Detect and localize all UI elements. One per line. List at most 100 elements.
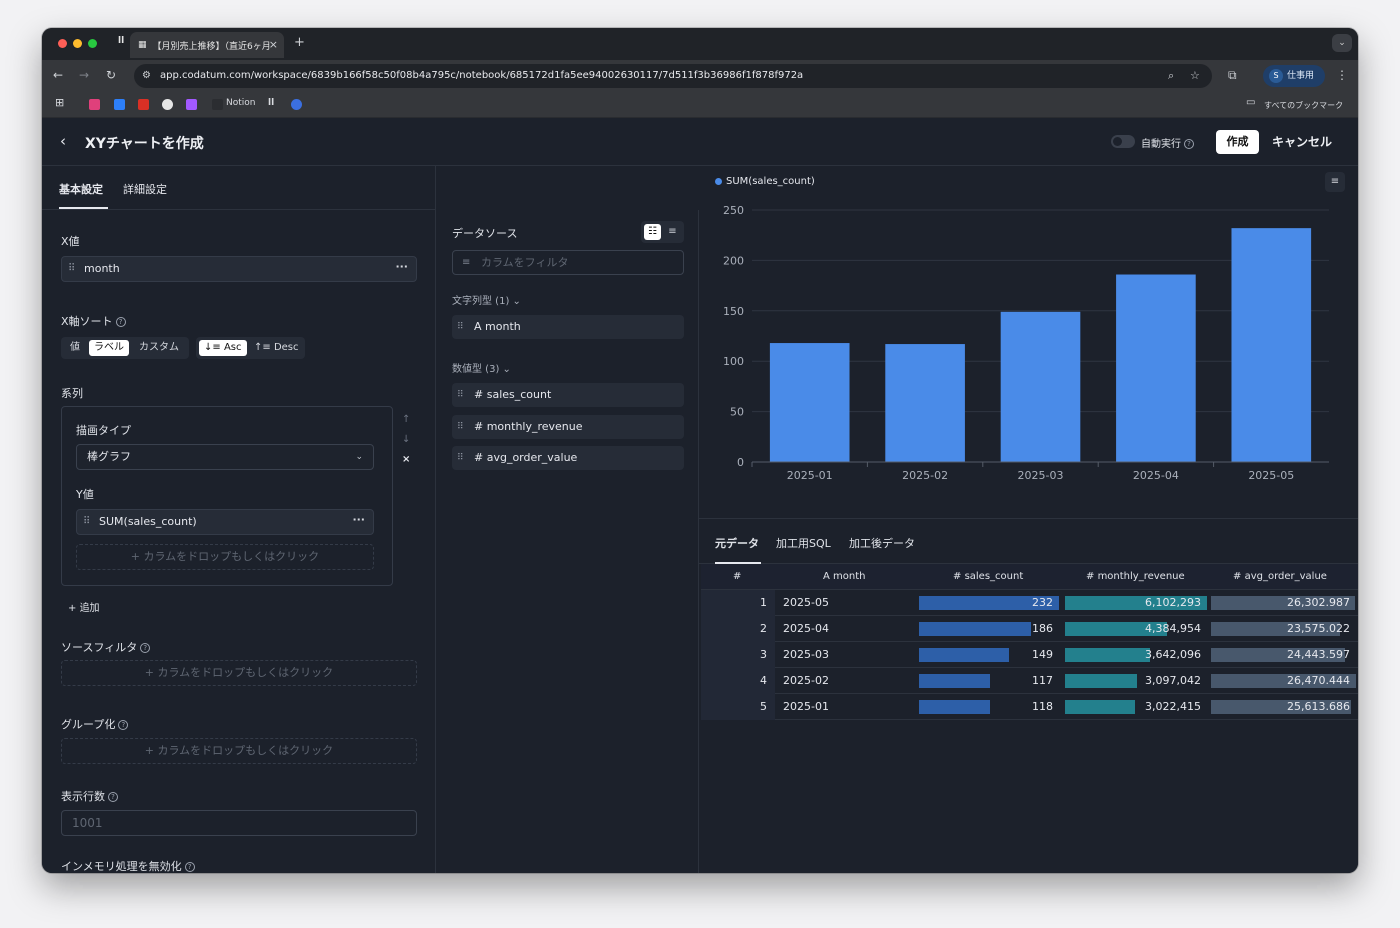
sort-mode-label[interactable]: ラベル (89, 340, 129, 356)
search-bookmark-icon[interactable] (291, 99, 302, 110)
bookmark-star-icon[interactable]: ☆ (1190, 69, 1200, 82)
column-filter-input[interactable]: ≡ カラムをフィルタ (452, 250, 684, 275)
sort-desc-button[interactable]: ↑≡ Desc (254, 342, 299, 353)
number-type-icon: # (474, 388, 487, 401)
number-group-header[interactable]: 数値型 (3) ⌄ (452, 364, 511, 375)
maximize-window-button[interactable] (88, 39, 97, 48)
cell-value: 186 (1032, 622, 1053, 635)
move-down-icon[interactable]: ↓ (402, 434, 411, 445)
slack-bookmark-icon[interactable] (89, 99, 100, 110)
group-by-dropzone[interactable]: + カラムをドロップもしくはクリック (61, 738, 417, 764)
drag-handle-icon[interactable]: ⠿ (68, 263, 76, 274)
drag-handle-icon[interactable]: ⠿ (457, 422, 464, 432)
list-view-icon[interactable]: ≡ (668, 226, 677, 237)
column-header-month[interactable]: A month (823, 571, 866, 582)
back-chevron-icon[interactable]: ‹ (60, 132, 66, 150)
y-value-field[interactable]: ⠿ SUM(sales_count) ··· (76, 509, 374, 535)
site-settings-icon[interactable]: ⚙ (142, 70, 151, 81)
drag-handle-icon[interactable]: ⠿ (457, 322, 464, 332)
source-filter-dropzone[interactable]: + カラムをドロップもしくはクリック (61, 660, 417, 686)
chart-legend[interactable]: SUM(sales_count) (715, 176, 815, 187)
new-tab-button[interactable]: + (294, 35, 305, 50)
drag-handle-icon[interactable]: ⠿ (457, 390, 464, 400)
create-button[interactable]: 作成 (1216, 130, 1259, 154)
gmail-bookmark-icon[interactable] (138, 99, 149, 110)
drag-handle-icon[interactable]: ⠿ (457, 453, 464, 463)
column-item[interactable]: ⠿ # sales_count (452, 383, 684, 407)
bookmark-notion[interactable]: Notion (226, 98, 256, 108)
help-icon[interactable]: ? (184, 862, 195, 872)
add-series-button[interactable]: + 追加 (68, 603, 100, 614)
tab-detail-settings[interactable]: 詳細設定 (123, 183, 167, 196)
column-header-monthly-revenue[interactable]: # monthly_revenue (1086, 571, 1185, 582)
draw-type-select[interactable]: 棒グラフ ⌄ (76, 444, 374, 470)
row-count-input[interactable]: 1001 (61, 810, 417, 836)
tab-processing-sql[interactable]: 加工用SQL (776, 537, 831, 550)
calendar-bookmark-icon[interactable] (114, 99, 125, 110)
sort-asc-button[interactable]: ↓≡ Asc (199, 340, 247, 356)
codatum-bookmark-icon[interactable]: ll (268, 98, 275, 108)
browser-tab-active[interactable]: ▦ 【月別売上推移】（直近6ヶ月 × (130, 32, 284, 58)
cancel-button[interactable]: キャンセル (1272, 135, 1333, 149)
figma-bookmark-icon[interactable] (186, 99, 197, 110)
column-header-avg-order-value[interactable]: # avg_order_value (1233, 571, 1327, 582)
reload-icon[interactable]: ↻ (106, 68, 117, 82)
help-icon[interactable]: ? (1184, 139, 1194, 149)
help-icon[interactable]: ? (140, 643, 151, 653)
column-item[interactable]: ⠿ # avg_order_value (452, 446, 684, 470)
help-icon[interactable]: ? (115, 317, 126, 327)
extensions-icon[interactable]: ⧉ (1228, 68, 1237, 82)
cell-row-index: 5 (701, 694, 775, 720)
table-row[interactable]: 5 2025-01 118 3,022,415 25,613.686 (701, 694, 1358, 720)
y-value-dropzone[interactable]: + カラムをドロップもしくはクリック (76, 544, 374, 570)
data-bar (1065, 596, 1207, 610)
filter-icon: ≡ (462, 257, 471, 268)
forward-arrow-icon[interactable]: → (79, 68, 90, 82)
all-bookmarks[interactable]: すべてのブックマーク (1264, 101, 1344, 110)
address-bar[interactable]: ⚙ app.codatum.com/workspace/6839b166f58c… (134, 64, 1212, 88)
more-options-icon[interactable]: ··· (395, 260, 408, 273)
move-up-icon[interactable]: ↑ (402, 414, 411, 425)
tab-basic-settings[interactable]: 基本設定 (59, 183, 103, 196)
tab-source-data[interactable]: 元データ (715, 537, 759, 550)
column-item[interactable]: ⠿ A month (452, 315, 684, 339)
notion-bookmark-icon[interactable] (212, 99, 223, 110)
y-tick-label: 150 (723, 305, 744, 318)
remove-series-icon[interactable]: × (402, 454, 411, 465)
help-icon[interactable]: ? (108, 792, 118, 802)
column-header-sales-count[interactable]: # sales_count (953, 571, 1024, 582)
y-tick-label: 50 (730, 406, 744, 419)
column-item[interactable]: ⠿ # monthly_revenue (452, 415, 684, 439)
table-row[interactable]: 1 2025-05 232 6,102,293 26,302.987 (701, 590, 1358, 616)
chart-filter-icon[interactable]: ≡ (1325, 172, 1345, 192)
minimize-window-button[interactable] (73, 39, 82, 48)
tab-list-icon[interactable]: ll (118, 36, 125, 46)
chatgpt-bookmark-icon[interactable] (162, 99, 173, 110)
sort-mode-custom[interactable]: カスタム (139, 342, 179, 353)
more-options-icon[interactable]: ··· (352, 513, 365, 526)
help-icon[interactable]: ? (118, 720, 129, 730)
tab-search-button[interactable]: ⌄ (1332, 34, 1352, 52)
table-row[interactable]: 2 2025-04 186 4,384,954 23,575.022 (701, 616, 1358, 642)
column-header-index[interactable]: # (733, 571, 742, 582)
tree-view-icon[interactable]: ☷ (644, 224, 661, 240)
back-arrow-icon[interactable]: ← (53, 68, 64, 82)
zoom-icon[interactable]: ⌕ (1168, 69, 1175, 82)
browser-menu-icon[interactable]: ⋮ (1336, 68, 1348, 82)
profile-button[interactable]: S 仕事用 (1263, 65, 1325, 87)
table-row[interactable]: 4 2025-02 117 3,097,042 26,470.444 (701, 668, 1358, 694)
sort-mode-value[interactable]: 値 (70, 342, 80, 353)
apps-grid-icon[interactable]: ⊞ (55, 96, 65, 109)
close-window-button[interactable] (58, 39, 67, 48)
drag-handle-icon[interactable]: ⠿ (83, 516, 91, 527)
table-row[interactable]: 3 2025-03 149 3,642,096 24,443.597 (701, 642, 1358, 668)
cell-value: 3,642,096 (1145, 648, 1201, 661)
cell-value: 118 (1032, 700, 1053, 713)
x-value-field[interactable]: ⠿ month ··· (61, 256, 417, 282)
close-tab-icon[interactable]: × (268, 38, 278, 51)
string-group-header[interactable]: 文字列型 (1) ⌄ (452, 296, 521, 307)
bar (1116, 274, 1196, 462)
auto-run-toggle[interactable] (1111, 135, 1135, 148)
legend-label: SUM(sales_count) (726, 176, 815, 187)
tab-processed-data[interactable]: 加工後データ (849, 537, 915, 550)
